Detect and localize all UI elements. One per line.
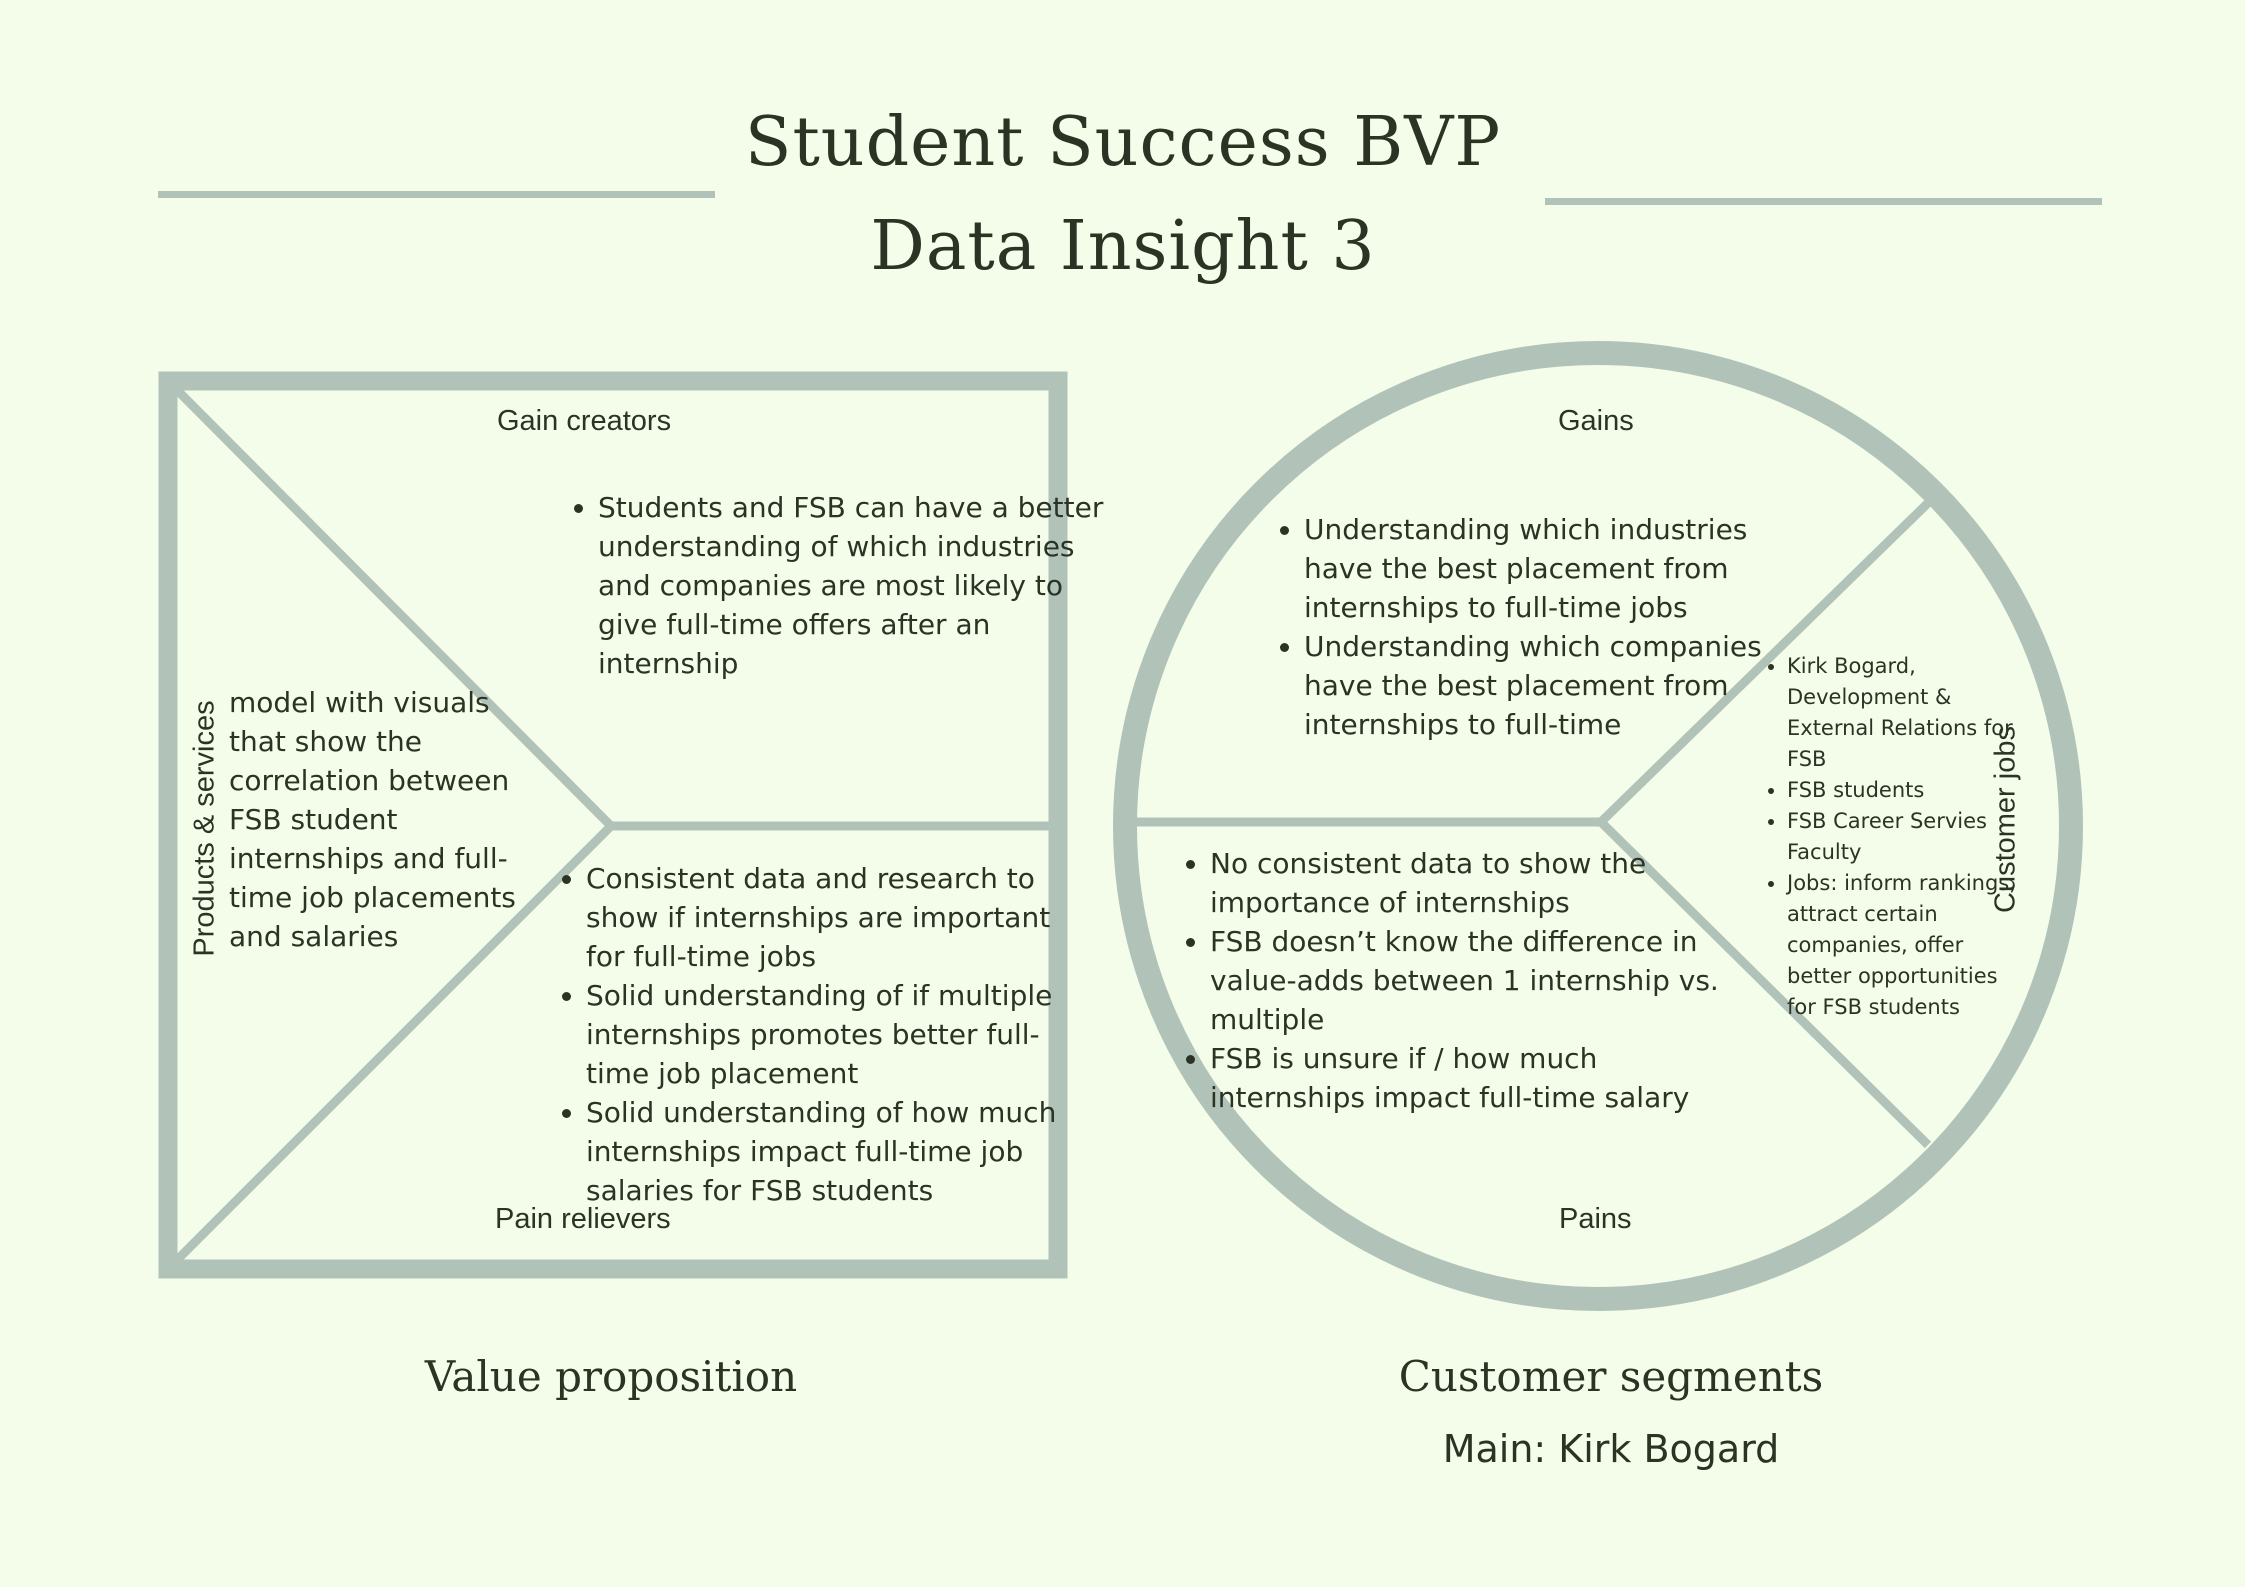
list-item: Understanding which companies have the b… <box>1304 627 1799 744</box>
list-item: Consistent data and research to show if … <box>586 859 1086 976</box>
products-services-label: Products & services <box>188 700 221 957</box>
list-item: Solid understanding of if multiple inter… <box>586 976 1086 1093</box>
pain-relievers-list: Consistent data and research to show if … <box>551 859 1086 1210</box>
list-item: Solid understanding of how much internsh… <box>586 1093 1086 1210</box>
list-item: FSB Career Servies Faculty <box>1787 806 2017 868</box>
customer-jobs-list: Kirk Bogard, Development & External Rela… <box>1762 651 2017 1023</box>
list-item: Students and FSB can have a better under… <box>598 488 1113 683</box>
customer-segments-caption: Customer segments <box>1398 1352 1824 1401</box>
square-diagonal-bottom <box>172 822 615 1265</box>
gains-list: Understanding which industries have the … <box>1269 510 1799 744</box>
circle-diagonal-top <box>1597 499 1932 826</box>
gain-creators-list: Students and FSB can have a better under… <box>563 488 1113 683</box>
list-item: Kirk Bogard, Development & External Rela… <box>1787 651 2017 775</box>
list-item: Understanding which industries have the … <box>1304 510 1799 627</box>
value-proposition-square <box>158 371 1068 1279</box>
circle-diagonal-bottom <box>1597 818 1932 1149</box>
pains-label: Pains <box>1559 1203 1632 1235</box>
pains-list: No consistent data to show the importanc… <box>1175 844 1750 1117</box>
title-line-1: Student Success BVP <box>744 103 1502 182</box>
list-item: FSB students <box>1787 775 2017 806</box>
gain-creators-label: Gain creators <box>497 405 672 437</box>
square-diagonal-top <box>172 385 615 830</box>
products-services-text: model with visuals that show the correla… <box>229 686 516 953</box>
customer-jobs-label: Customer jobs <box>1989 726 2022 913</box>
list-item: FSB is unsure if / how much internships … <box>1210 1039 1750 1117</box>
square-frame <box>158 371 1068 1279</box>
value-proposition-caption: Value proposition <box>424 1352 798 1401</box>
header-rule-left <box>158 191 715 198</box>
gains-label: Gains <box>1558 405 1634 437</box>
circle-frame <box>1113 341 2083 1311</box>
list-item: Jobs: inform rankings, attract certain c… <box>1787 868 2017 1023</box>
customer-segment-circle <box>1113 341 2083 1311</box>
customer-segments-subcaption: Main: Kirk Bogard <box>1442 1427 1780 1471</box>
list-item: No consistent data to show the importanc… <box>1210 844 1750 922</box>
list-item: FSB doesn’t know the difference in value… <box>1210 922 1750 1039</box>
pain-relievers-label: Pain relievers <box>495 1203 671 1235</box>
header-rule-right <box>1545 198 2102 205</box>
title-line-2: Data Insight 3 <box>870 207 1376 286</box>
